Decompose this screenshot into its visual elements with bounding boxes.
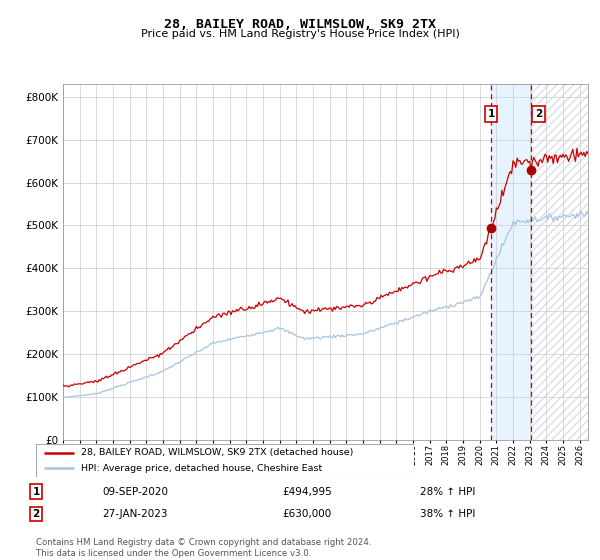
Text: £630,000: £630,000 <box>282 509 331 519</box>
Text: 2: 2 <box>32 509 40 519</box>
Text: 27-JAN-2023: 27-JAN-2023 <box>102 509 167 519</box>
Text: Contains HM Land Registry data © Crown copyright and database right 2024.
This d: Contains HM Land Registry data © Crown c… <box>36 538 371 558</box>
Text: 28% ↑ HPI: 28% ↑ HPI <box>420 487 475 497</box>
Text: 1: 1 <box>488 109 495 119</box>
Text: 1: 1 <box>32 487 40 497</box>
Text: HPI: Average price, detached house, Cheshire East: HPI: Average price, detached house, Ches… <box>82 464 323 473</box>
Bar <box>531 84 588 440</box>
Text: £494,995: £494,995 <box>282 487 332 497</box>
Bar <box>491 84 531 440</box>
Text: 28, BAILEY ROAD, WILMSLOW, SK9 2TX (detached house): 28, BAILEY ROAD, WILMSLOW, SK9 2TX (deta… <box>82 448 354 457</box>
Text: 28, BAILEY ROAD, WILMSLOW, SK9 2TX: 28, BAILEY ROAD, WILMSLOW, SK9 2TX <box>164 18 436 31</box>
Text: 2: 2 <box>535 109 542 119</box>
Text: Price paid vs. HM Land Registry's House Price Index (HPI): Price paid vs. HM Land Registry's House … <box>140 29 460 39</box>
Text: 09-SEP-2020: 09-SEP-2020 <box>102 487 168 497</box>
Text: 38% ↑ HPI: 38% ↑ HPI <box>420 509 475 519</box>
